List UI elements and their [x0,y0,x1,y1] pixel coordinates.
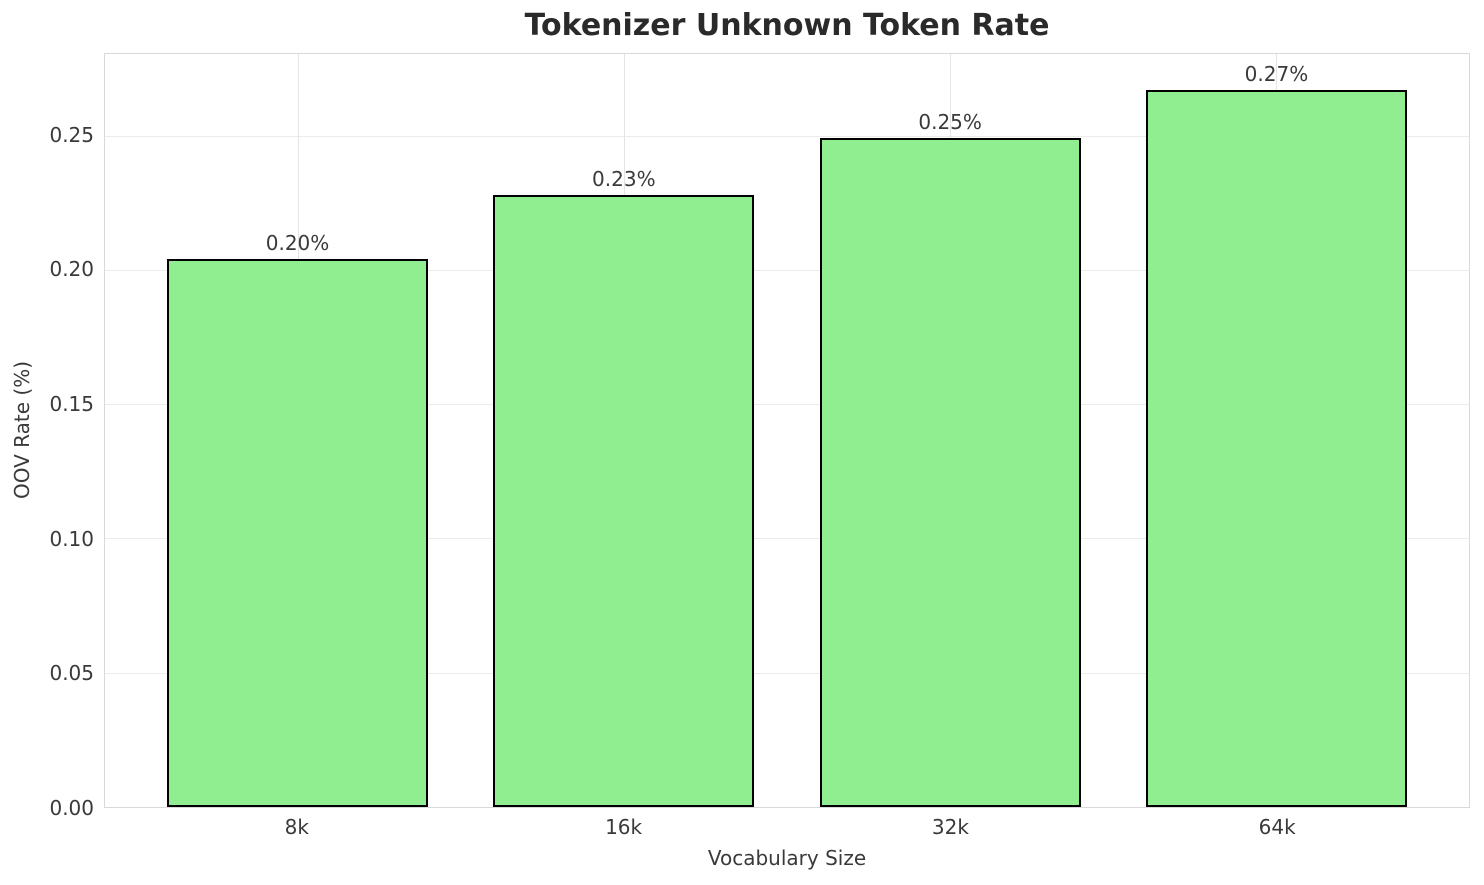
x-tick-label: 16k [605,815,643,839]
x-tick-label: 32k [931,815,969,839]
bar-32k: 0.25% [819,110,1081,807]
y-tick-label: 0.25 [49,122,94,147]
y-tick-label: 0.20 [49,257,94,282]
chart-title: Tokenizer Unknown Token Rate [524,8,1050,43]
y-tick-label: 0.00 [49,796,94,820]
plot-area: 0.20% 0.23% 0.25% 0.27% [104,53,1470,808]
y-tick-labels: 0.00 0.05 0.10 0.15 0.20 0.25 [0,53,94,820]
y-tick-label: 0.05 [49,661,94,686]
bar-value-label: 0.25% [918,110,982,135]
gridline-horizontal [105,135,1469,137]
y-tick-label: 0.10 [49,526,94,551]
bar-value-label: 0.20% [265,231,330,256]
bar-value-label: 0.27% [1244,62,1309,86]
y-tick-label: 0.15 [49,392,94,417]
x-tick-label: 8k [284,815,309,839]
gridline-horizontal [105,269,1469,271]
x-tick-label: 64k [1258,815,1296,839]
x-tick-labels: 8k 16k 32k 64k [104,815,1470,841]
gridline-horizontal [105,672,1469,674]
gridline-horizontal [105,538,1469,540]
bar-64k: 0.27% [1145,62,1407,807]
bar-value-label: 0.23% [592,166,656,191]
bar-8k: 0.20% [167,231,429,807]
x-axis-label: Vocabulary Size [707,846,867,870]
bar-16k: 0.23% [493,167,755,807]
gridline-horizontal [105,404,1469,406]
